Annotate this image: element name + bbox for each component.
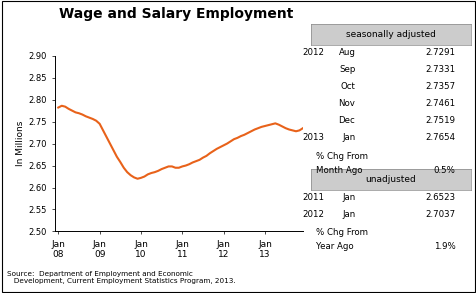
Text: Jan: Jan	[341, 210, 355, 219]
Text: Sep: Sep	[338, 65, 355, 74]
Text: 2012: 2012	[302, 210, 324, 219]
Text: Aug: Aug	[338, 48, 355, 57]
Text: % Chg From: % Chg From	[315, 152, 367, 161]
Text: Nov: Nov	[338, 99, 355, 108]
Text: 2.7519: 2.7519	[425, 116, 455, 125]
Text: 2.7331: 2.7331	[425, 65, 455, 74]
Text: 2011: 2011	[302, 193, 324, 202]
Text: Jan: Jan	[341, 193, 355, 202]
Text: 2.6523: 2.6523	[425, 193, 455, 202]
Text: 2.7291: 2.7291	[425, 48, 455, 57]
Text: 2.7461: 2.7461	[425, 99, 455, 108]
Text: Month Ago: Month Ago	[315, 166, 361, 175]
Text: Wage and Salary Employment: Wage and Salary Employment	[59, 7, 293, 21]
Text: % Chg From: % Chg From	[315, 228, 367, 237]
Text: 2013: 2013	[302, 133, 324, 142]
Text: unadjusted: unadjusted	[365, 175, 416, 184]
Y-axis label: In Millions: In Millions	[16, 121, 25, 166]
Text: Source:  Department of Employment and Economic
   Development, Current Employmen: Source: Department of Employment and Eco…	[7, 271, 235, 284]
Text: 2.7357: 2.7357	[425, 82, 455, 91]
Text: 1.9%: 1.9%	[433, 242, 455, 251]
Text: Dec: Dec	[338, 116, 355, 125]
Text: 2.7037: 2.7037	[425, 210, 455, 219]
Text: seasonally adjusted: seasonally adjusted	[345, 30, 435, 39]
Text: Jan: Jan	[341, 133, 355, 142]
Text: 0.5%: 0.5%	[433, 166, 455, 175]
Text: Oct: Oct	[340, 82, 355, 91]
Text: Year Ago: Year Ago	[315, 242, 353, 251]
Text: 2012: 2012	[302, 48, 324, 57]
Text: 2.7654: 2.7654	[425, 133, 455, 142]
